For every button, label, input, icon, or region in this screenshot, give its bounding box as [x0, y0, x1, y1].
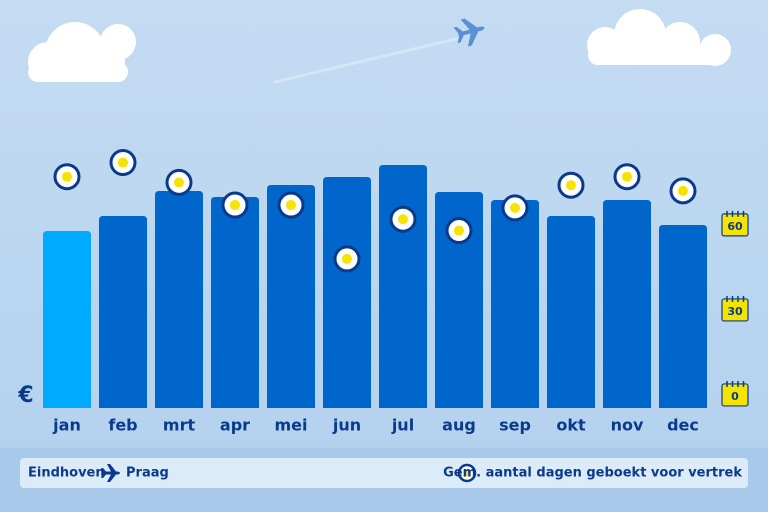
- dot-core: [622, 171, 632, 182]
- bar: [435, 192, 483, 408]
- x-tick-label: sep: [499, 416, 531, 435]
- dot-core: [510, 202, 520, 213]
- plane-icon: [453, 18, 485, 47]
- dot-marker: [501, 194, 529, 222]
- y2-tick: 0: [721, 380, 749, 407]
- y2-tick: 30: [721, 295, 749, 322]
- dot-marker: [53, 163, 81, 191]
- calendar-icon: [721, 213, 749, 237]
- x-tick-label: okt: [556, 416, 586, 435]
- bar: [155, 191, 203, 408]
- bar: [659, 225, 707, 408]
- dot-marker: [613, 163, 641, 191]
- x-tick-label: mei: [274, 416, 307, 435]
- dot-marker: [389, 205, 417, 233]
- y-axis-label: €: [17, 383, 33, 408]
- y2-tick: 60: [721, 210, 749, 237]
- bar: [99, 216, 147, 408]
- dot-marker: [277, 191, 305, 219]
- route-from: Eindhoven: [28, 466, 105, 481]
- dot-marker: [109, 149, 137, 177]
- y2-tick-label: 60: [727, 220, 743, 233]
- legend-marker-dot: [463, 469, 471, 477]
- route-to: Praag: [126, 466, 169, 481]
- calendar-icon: [721, 298, 749, 322]
- dot-core: [230, 200, 240, 211]
- legend-label: Gem. aantal dagen geboekt voor vertrek: [443, 466, 742, 481]
- dot-core: [678, 185, 688, 196]
- dot-marker: [557, 171, 585, 199]
- dot-core: [342, 253, 352, 264]
- x-tick-label: jan: [52, 416, 81, 435]
- bar: [603, 200, 651, 408]
- x-tick-label: jun: [332, 416, 361, 435]
- route-plane-icon: [101, 464, 120, 482]
- dot-core: [118, 157, 128, 168]
- contrail: [273, 36, 462, 84]
- x-tick-label: nov: [611, 416, 644, 435]
- y2-tick-label: 30: [727, 305, 743, 318]
- x-tick-label: aug: [442, 416, 476, 435]
- bar: [43, 231, 91, 408]
- bar: [547, 216, 595, 408]
- bar: [323, 177, 371, 408]
- dot-core: [566, 180, 576, 191]
- plot-area: 0 30 60 jan feb mrt apr mei jun jul aug sep okt nov de…: [43, 149, 749, 435]
- bar: [491, 200, 539, 408]
- dot-core: [286, 200, 296, 211]
- x-tick-label: apr: [220, 416, 250, 435]
- cloud: [587, 9, 731, 66]
- dot-core: [174, 177, 184, 188]
- dot-marker: [333, 245, 361, 273]
- dot-core: [454, 225, 464, 236]
- dot-marker: [165, 168, 193, 196]
- dot-core: [62, 171, 72, 182]
- x-tick-label: feb: [108, 416, 137, 435]
- dot-core: [398, 214, 408, 225]
- dot-marker: [221, 191, 249, 219]
- x-tick-label: jul: [391, 416, 414, 435]
- bar: [211, 197, 259, 408]
- dot-marker: [445, 217, 473, 245]
- y2-tick-label: 0: [731, 390, 739, 403]
- dot-marker: [669, 177, 697, 205]
- legend-bar: [20, 458, 748, 488]
- bar: [379, 165, 427, 408]
- x-tick-label: mrt: [163, 416, 196, 435]
- calendar-icon: [721, 383, 749, 407]
- bar: [267, 185, 315, 408]
- x-tick-label: dec: [667, 416, 699, 435]
- cloud: [28, 22, 136, 82]
